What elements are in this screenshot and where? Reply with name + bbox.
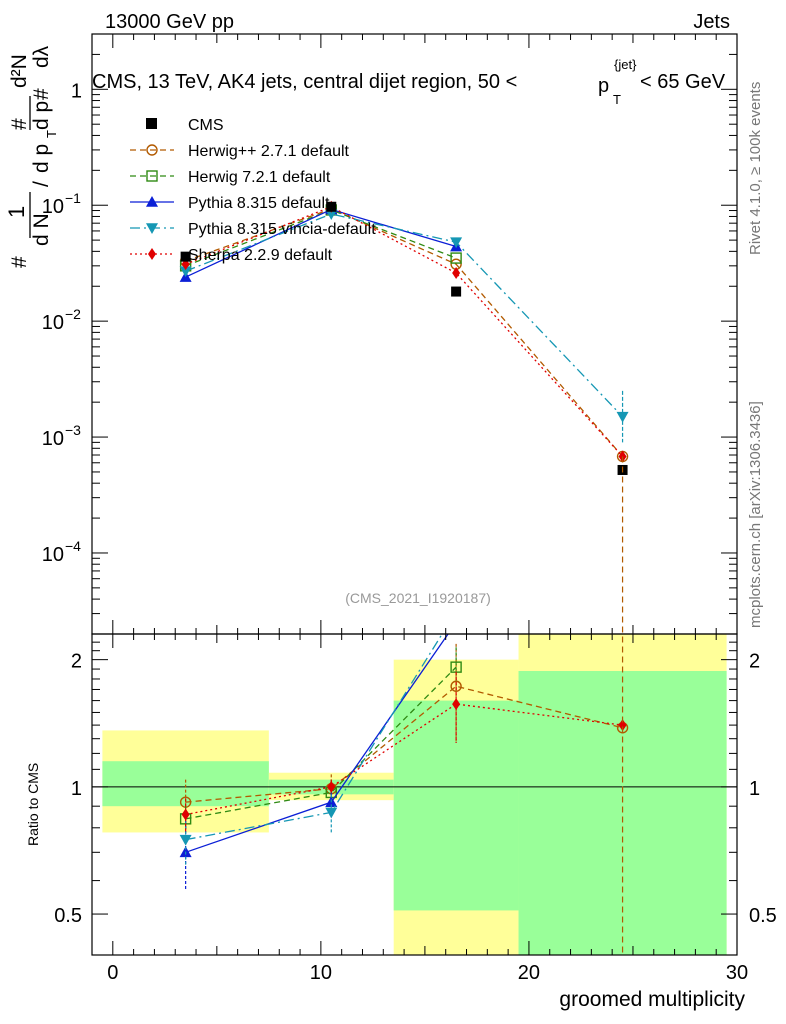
ylabel-hash3: # (30, 88, 53, 100)
collision-label: 13000 GeV pp (105, 11, 234, 33)
legend-label-3: Pythia 8.315 vincia-default (188, 221, 376, 238)
x-tick-label: 30 (726, 962, 748, 984)
ylabel-dN: d N (30, 213, 53, 246)
ratio-panel-marks (179, 607, 629, 891)
ratio-point-3-1 (325, 807, 338, 819)
ratio-tick-label-right: 1 (749, 778, 760, 800)
x-tick-label: 0 (107, 962, 118, 984)
ylabel-dtwoN: d²N (8, 54, 31, 88)
ratio-tick-label: 1 (71, 778, 82, 800)
jets-label: Jets (693, 11, 730, 33)
top-panel-marks (179, 200, 629, 475)
series-line-2 (185, 208, 457, 278)
series-point-1-2 (450, 252, 462, 264)
legend-marker-0 (146, 144, 158, 156)
ratio-point-4-3 (618, 719, 627, 732)
legend-marker-1 (146, 170, 158, 182)
ratio-point-4-1 (327, 780, 336, 793)
ratio-line-4 (185, 703, 623, 816)
legend-label-cms: CMS (188, 117, 224, 134)
y-tick-exponent: −2 (65, 306, 81, 322)
series-point-4-2 (452, 267, 461, 280)
cms-point-2 (451, 286, 462, 297)
y-tick-label: 10 (42, 312, 64, 334)
legend-marker-3 (146, 223, 158, 234)
x-tick-label: 10 (310, 962, 332, 984)
title-sub: T (613, 92, 621, 107)
legend-label-0: Herwig++ 2.7.1 default (188, 143, 350, 160)
ratio-tick-label-right: 2 (749, 651, 760, 673)
ylabel-hash2: # (8, 118, 31, 130)
ylabel-T: T (44, 130, 59, 138)
cms-point-1 (326, 201, 337, 212)
ratio-point-3-0 (179, 834, 192, 846)
title-sup: {jet} (614, 57, 637, 72)
series-line-4 (185, 206, 624, 457)
ylabel-dpT2: d p (30, 101, 53, 130)
ratio-frame (91, 633, 738, 956)
series-point-3-1 (325, 209, 338, 221)
title-tail: < 65 GeV (640, 71, 726, 93)
ratio-point-3-2 (450, 607, 462, 618)
ratio-point-4-0 (181, 808, 190, 821)
y-tick-exponent: −3 (65, 422, 81, 438)
cms-point-0 (180, 251, 191, 262)
data-marks (179, 200, 629, 955)
ylabel-one: 1 (4, 206, 29, 218)
ratio-line-1 (185, 666, 457, 820)
ylabel-slash: / (30, 181, 53, 187)
series-line-3 (185, 213, 624, 418)
series-point-3-2 (450, 237, 463, 249)
legend-marker-2 (146, 196, 158, 207)
ylabel-dpT: d p (30, 144, 53, 173)
chart-title: CMS, 13 TeV, AK4 jets, central dijet reg… (92, 57, 726, 107)
y-tick-label: 1 (71, 80, 82, 102)
y-tick-label: 10 (42, 544, 64, 566)
x-tick-label: 20 (518, 962, 540, 984)
analysis-label: (CMS_2021_I1920187) (345, 590, 491, 606)
legend-label-4: Sherpa 2.2.9 default (188, 247, 333, 264)
x-axis-label: groomed multiplicity (559, 988, 745, 1011)
y-axis-label: # 1 d N / d p T # d p d²N dλ # (4, 45, 59, 268)
series-line-0 (185, 208, 624, 457)
ylabel-hash1: # (8, 256, 31, 268)
ratio-point-0-2 (450, 680, 462, 692)
mcplots-label: mcplots.cern.ch [arXiv:1306.3436] (747, 401, 764, 628)
y-tick-exponent: −4 (65, 538, 81, 554)
legend: CMS Herwig++ 2.7.1 default Herwig 7.2.1 de… (130, 117, 376, 264)
title-p: p (598, 75, 609, 97)
ratio-line-0 (185, 685, 623, 803)
ratio-line-3 (185, 634, 443, 841)
ratio-ylabel: Ratio to CMS (25, 763, 41, 846)
legend-label-2: Pythia 8.315 default (188, 195, 330, 212)
ratio-point-2-2 (450, 616, 462, 627)
legend-label-1: Herwig 7.2.1 default (188, 169, 331, 186)
rivet-label: Rivet 4.1.0, ≥ 100k events (747, 82, 764, 255)
ratio-tick-label: 2 (71, 651, 82, 673)
series-point-3-0 (179, 266, 192, 278)
title-main: CMS, 13 TeV, AK4 jets, central dijet reg… (92, 71, 517, 93)
y-tick-label: 10 (42, 428, 64, 450)
y-tick-exponent: −1 (65, 190, 81, 206)
ratio-tick-label-right: 0.5 (749, 905, 777, 927)
legend-marker-cms (146, 118, 157, 129)
y-tick-label: 10 (42, 196, 64, 218)
ylabel-dlambda: dλ (30, 45, 53, 68)
ratio-point-4-2 (452, 698, 461, 711)
ratio-tick-label: 0.5 (54, 905, 82, 927)
legend-marker-4 (148, 248, 156, 260)
